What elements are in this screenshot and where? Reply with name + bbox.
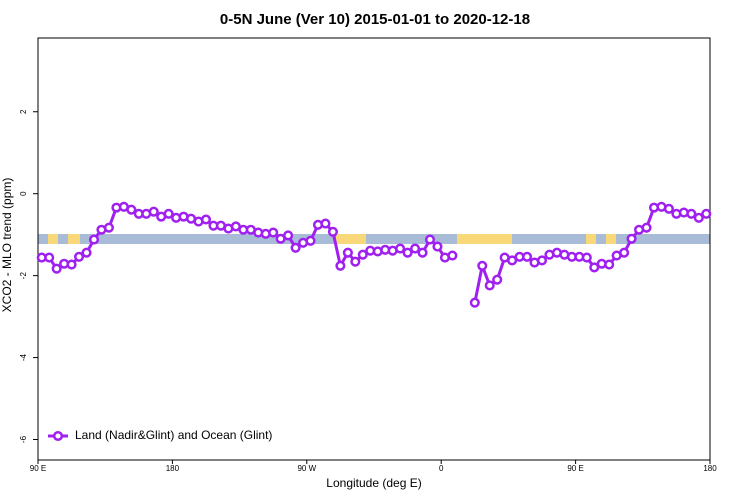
data-point bbox=[484, 280, 495, 291]
data-point bbox=[686, 208, 697, 219]
data-point bbox=[477, 260, 488, 271]
data-point bbox=[492, 274, 503, 285]
land-segment bbox=[68, 234, 80, 244]
data-point bbox=[74, 251, 85, 262]
data-point bbox=[335, 260, 346, 271]
x-tick-label: 90 E bbox=[567, 464, 583, 473]
land-segment bbox=[457, 234, 512, 244]
land-segment bbox=[606, 234, 616, 244]
data-point bbox=[103, 222, 114, 233]
data-point bbox=[417, 247, 428, 258]
legend-marker bbox=[52, 430, 64, 442]
data-point bbox=[626, 233, 637, 244]
data-point bbox=[604, 259, 615, 270]
legend-label: Land (Nadir&Glint) and Ocean (Glint) bbox=[75, 428, 272, 442]
x-tick-label: 180 bbox=[166, 464, 180, 473]
data-point bbox=[81, 247, 92, 258]
data-point bbox=[44, 252, 55, 263]
y-axis-label: XCO2 - MLO trend (ppm) bbox=[0, 178, 14, 313]
data-point bbox=[290, 242, 301, 253]
data-point bbox=[342, 247, 353, 258]
data-point bbox=[410, 243, 421, 254]
data-point bbox=[589, 262, 600, 273]
data-point bbox=[701, 208, 712, 219]
y-tick-label: 0 bbox=[19, 191, 28, 196]
land-ocean-band bbox=[38, 234, 710, 244]
y-tick-label: -6 bbox=[19, 435, 28, 443]
data-point bbox=[693, 212, 704, 223]
data-point bbox=[268, 227, 279, 238]
ocean-band bbox=[38, 234, 710, 244]
data-point bbox=[447, 250, 458, 261]
land-segment bbox=[586, 234, 596, 244]
data-point bbox=[581, 252, 592, 263]
data-point bbox=[66, 259, 77, 270]
data-point bbox=[357, 249, 368, 260]
data-point bbox=[350, 256, 361, 267]
y-tick-label: -2 bbox=[19, 272, 28, 280]
x-tick-label: 90 E bbox=[30, 464, 46, 473]
chart-title: 0-5N June (Ver 10) 2015-01-01 to 2020-12… bbox=[220, 11, 530, 28]
data-point bbox=[402, 247, 413, 258]
data-point bbox=[283, 230, 294, 241]
data-point bbox=[305, 235, 316, 246]
data-point bbox=[619, 247, 630, 258]
y-tick-label: -4 bbox=[19, 353, 28, 361]
data-point bbox=[320, 218, 331, 229]
data-point bbox=[395, 243, 406, 254]
data-point bbox=[200, 214, 212, 225]
data-point bbox=[536, 255, 548, 266]
data-point bbox=[88, 234, 100, 245]
data-point bbox=[148, 206, 159, 217]
x-axis-label: Longitude (deg E) bbox=[326, 476, 421, 490]
y-tick-label: 2 bbox=[19, 109, 28, 114]
data-point bbox=[469, 297, 480, 308]
data-point bbox=[51, 263, 62, 274]
plot-frame bbox=[37, 37, 711, 461]
data-point bbox=[663, 203, 674, 214]
data-point bbox=[432, 241, 443, 252]
data-point bbox=[522, 251, 533, 262]
data-point bbox=[327, 226, 338, 237]
land-segment bbox=[48, 234, 58, 244]
x-tick-label: 0 bbox=[439, 464, 444, 473]
x-tick-label: 90 W bbox=[297, 464, 316, 473]
data-point bbox=[424, 234, 436, 245]
data-point bbox=[163, 208, 174, 219]
data-point bbox=[641, 222, 652, 233]
data-point bbox=[126, 204, 137, 215]
land-segment bbox=[336, 234, 366, 244]
x-tick-label: 180 bbox=[703, 464, 717, 473]
data-point bbox=[507, 255, 518, 266]
